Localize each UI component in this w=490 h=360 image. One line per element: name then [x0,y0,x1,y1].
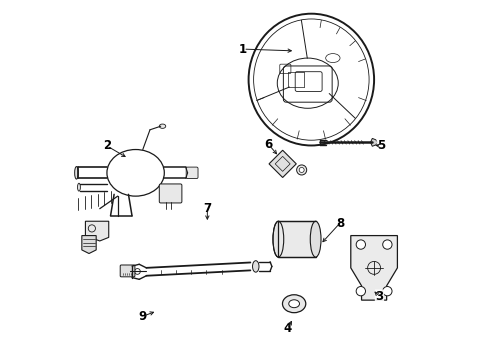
Polygon shape [269,150,296,177]
Text: 1: 1 [239,42,247,55]
Circle shape [299,167,304,172]
Circle shape [383,287,392,296]
Polygon shape [85,221,109,241]
Polygon shape [370,138,378,146]
Ellipse shape [74,167,78,179]
Polygon shape [278,221,316,257]
Ellipse shape [273,221,284,257]
Ellipse shape [252,261,259,272]
FancyBboxPatch shape [120,265,135,277]
Circle shape [383,240,392,249]
FancyBboxPatch shape [159,184,182,203]
Polygon shape [351,235,397,300]
Ellipse shape [159,124,166,129]
Ellipse shape [289,300,299,308]
Circle shape [356,240,366,249]
Text: 3: 3 [375,290,384,303]
Text: 5: 5 [377,139,386,152]
Circle shape [296,165,307,175]
FancyBboxPatch shape [186,167,198,179]
Text: 7: 7 [203,202,211,215]
Polygon shape [82,235,96,253]
Circle shape [356,287,366,296]
Text: 2: 2 [103,139,111,152]
Text: 8: 8 [336,216,344,230]
Text: 6: 6 [264,138,272,150]
Ellipse shape [77,183,80,191]
Text: 9: 9 [139,310,147,323]
Text: 4: 4 [283,322,292,335]
Ellipse shape [310,221,321,257]
Ellipse shape [282,295,306,313]
